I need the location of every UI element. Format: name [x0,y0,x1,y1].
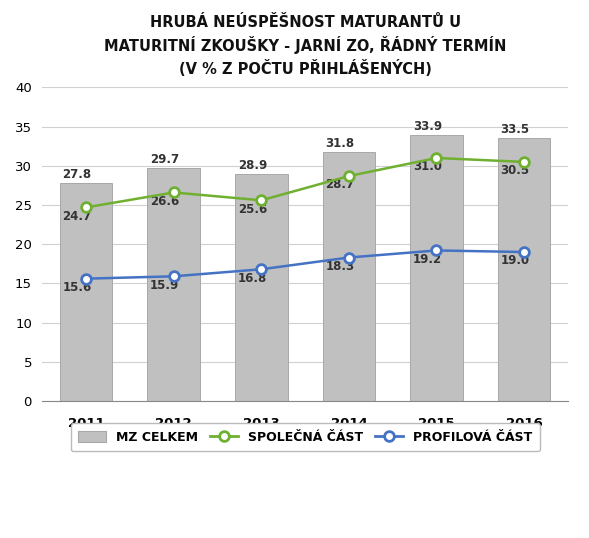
Text: 25.6: 25.6 [238,203,267,216]
Text: 29.7: 29.7 [150,153,179,166]
Text: 31.0: 31.0 [413,160,442,173]
Text: 28.7: 28.7 [325,179,355,192]
Bar [323,152,375,401]
Title: HRUBÁ NEÚSPĚŠNOST MATURANTŮ U
MATURITNÍ ZKOUŠKY - JARNÍ ZO, ŘÁDNÝ TERMÍN
(V % Z : HRUBÁ NEÚSPĚŠNOST MATURANTŮ U MATURITNÍ … [104,15,507,76]
Bar [147,168,200,401]
Text: 19.0: 19.0 [501,254,530,267]
Bar [498,138,550,401]
Text: 15.6: 15.6 [62,281,92,294]
Bar [410,135,463,401]
Text: 18.3: 18.3 [325,260,355,273]
Text: 26.6: 26.6 [150,195,180,208]
Text: 19.2: 19.2 [413,253,442,266]
Text: 30.5: 30.5 [501,164,530,177]
Text: 33.9: 33.9 [413,121,442,133]
Text: 16.8: 16.8 [238,272,267,285]
Text: 31.8: 31.8 [325,137,355,150]
Text: 28.9: 28.9 [238,159,267,173]
Legend: MZ CELKEM, SPOLEČNÁ ČÁST, PROFILOVÁ ČÁST: MZ CELKEM, SPOLEČNÁ ČÁST, PROFILOVÁ ČÁST [71,423,540,451]
Text: 27.8: 27.8 [62,168,92,181]
Bar [235,174,287,401]
Text: 33.5: 33.5 [501,123,530,137]
Text: 15.9: 15.9 [150,279,180,292]
Bar [60,183,112,401]
Text: 24.7: 24.7 [62,210,92,223]
